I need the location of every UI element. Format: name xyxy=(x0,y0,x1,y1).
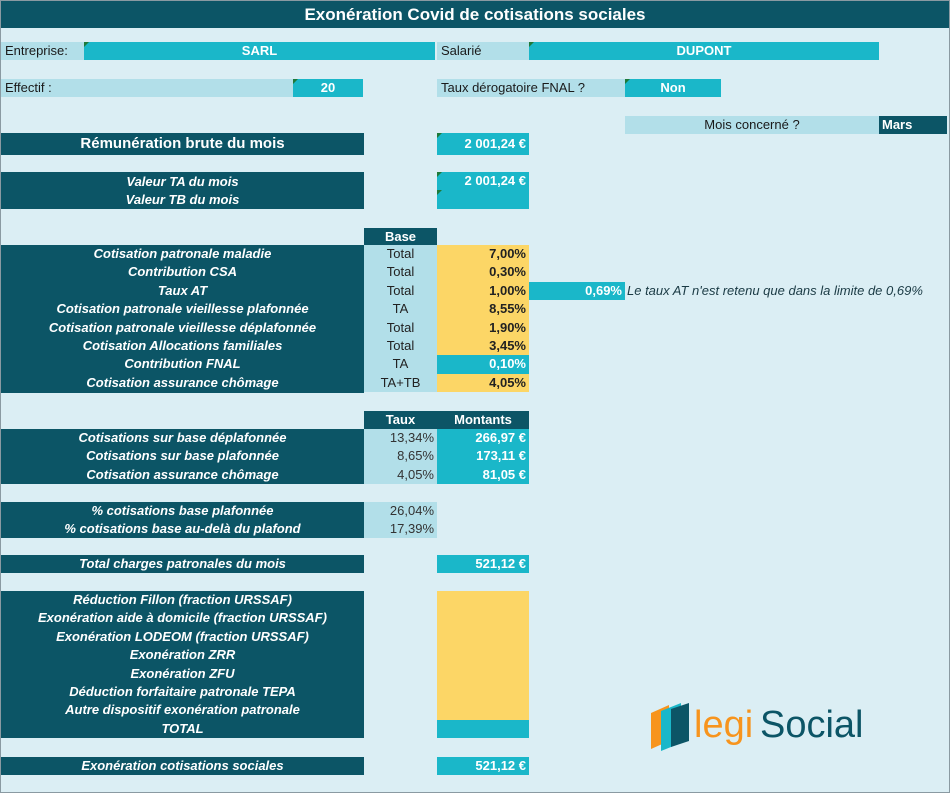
cotisation-label: Taux AT xyxy=(157,282,208,298)
cotisation-base: TA xyxy=(364,300,437,319)
ta-field[interactable]: 2 001,24 € xyxy=(437,172,529,191)
base-header: Base xyxy=(364,228,437,245)
pourcentages-block xyxy=(1,502,364,538)
cotisation-base: Total xyxy=(364,245,437,264)
cotisation-label: Cotisation patronale vieillesse déplafon… xyxy=(48,319,317,335)
exoneration-label: Réduction Fillon (fraction URSSAF) xyxy=(73,592,292,607)
remuneration-field[interactable]: 2 001,24 € xyxy=(437,133,529,155)
cotisation-rate[interactable]: 3,45% xyxy=(437,337,529,356)
exoneration-label: Exonération ZRR xyxy=(129,647,236,663)
exoneration-field[interactable] xyxy=(437,683,529,702)
exoneration-field[interactable] xyxy=(437,609,529,628)
montant-taux: 8,65% xyxy=(364,447,437,466)
montant-label: Cotisations sur base plafonnée xyxy=(86,448,279,464)
remuneration-label: Rémunération brute du mois xyxy=(1,133,364,155)
cotisation-label: Cotisation patronale vieillesse plafonné… xyxy=(56,301,309,317)
cotisation-base: Total xyxy=(364,337,437,356)
total-charges-label: Total charges patronales du mois xyxy=(1,555,364,574)
montants-block xyxy=(1,429,364,484)
comment-marker-icon xyxy=(84,42,89,47)
cotisation-base: Total xyxy=(364,281,437,301)
cotisation-rate[interactable]: 1,90% xyxy=(437,318,529,337)
mois-select[interactable]: Mars xyxy=(879,116,947,134)
exoneration-finale-value: 521,12 € xyxy=(437,757,529,776)
cotisation-label: Cotisation patronale maladie xyxy=(93,246,272,261)
montant-label: Cotisation assurance chômage xyxy=(86,466,279,482)
valeurs-block xyxy=(1,172,364,209)
cotisations-block xyxy=(1,245,364,393)
exoneration-field[interactable] xyxy=(437,701,529,720)
cotisation-rate[interactable]: 7,00% xyxy=(437,245,529,264)
cotisation-rate[interactable]: 4,05% xyxy=(437,373,529,393)
taux-header: Taux xyxy=(364,411,437,429)
logo-mark-icon xyxy=(651,703,689,751)
montant-taux: 4,05% xyxy=(364,465,437,485)
cotisation-label: Contribution CSA xyxy=(127,264,238,280)
exoneration-field[interactable] xyxy=(437,627,529,647)
effectif-label: Effectif : xyxy=(1,79,293,97)
comment-marker-icon xyxy=(625,79,630,84)
montant-taux: 13,34% xyxy=(364,429,437,448)
cotisation-label: Cotisation Allocations familiales xyxy=(82,338,283,353)
comment-marker-icon xyxy=(293,79,298,84)
salarie-label: Salarié xyxy=(437,42,529,60)
montant-label: Cotisations sur base déplafonnée xyxy=(78,430,287,445)
logo-text-social: Social xyxy=(760,704,864,746)
logo-text-legi: legi xyxy=(694,704,754,746)
cotisation-rate[interactable]: 0,30% xyxy=(437,263,529,282)
comment-marker-icon xyxy=(437,133,442,138)
montant-value: 81,05 € xyxy=(437,465,529,485)
at-limit-value: 0,69% xyxy=(529,282,625,300)
comment-marker-icon xyxy=(437,190,442,195)
comment-marker-icon xyxy=(529,42,534,47)
at-note: Le taux AT n'est retenu que dans la limi… xyxy=(627,283,923,298)
cotisation-label: Cotisation assurance chômage xyxy=(86,374,279,390)
cotisation-rate[interactable]: 1,00% xyxy=(437,281,529,301)
pourcentage-value: 26,04% xyxy=(364,502,437,521)
cotisation-base: TA+TB xyxy=(364,373,437,393)
exoneration-field[interactable] xyxy=(437,591,529,610)
exoneration-label: Déduction forfaitaire patronale TEPA xyxy=(69,684,296,699)
exoneration-field[interactable] xyxy=(437,646,529,665)
montants-header: Montants xyxy=(437,411,529,429)
exonerations-block xyxy=(1,591,364,738)
tb-field[interactable] xyxy=(437,190,529,209)
cotisation-label: Contribution FNAL xyxy=(124,356,241,372)
exoneration-total-label: TOTAL xyxy=(161,720,204,736)
effectif-field[interactable]: 20 xyxy=(293,79,363,97)
comment-marker-icon xyxy=(437,172,442,177)
exoneration-label: Exonération ZFU xyxy=(130,665,235,681)
cotisation-base: TA xyxy=(364,355,437,374)
exoneration-field[interactable] xyxy=(437,664,529,683)
sheet-title: Exonération Covid de cotisations sociale… xyxy=(1,1,949,28)
cotisation-base: Total xyxy=(364,318,437,337)
total-charges-value: 521,12 € xyxy=(437,555,529,574)
montant-value: 266,97 € xyxy=(437,429,529,448)
salarie-field[interactable]: DUPONT xyxy=(529,42,879,60)
entreprise-label: Entreprise: xyxy=(1,42,84,60)
legisocial-logo: legi Social xyxy=(647,699,897,755)
exoneration-label: Autre dispositif exonération patronale xyxy=(65,702,300,718)
ta-label: Valeur TA du mois xyxy=(126,174,239,189)
tb-label: Valeur TB du mois xyxy=(125,192,240,207)
entreprise-field[interactable]: SARL xyxy=(84,42,435,60)
montant-value: 173,11 € xyxy=(437,447,529,466)
fnal-select[interactable]: Non xyxy=(625,79,721,97)
exoneration-label: Exonération aide à domicile (fraction UR… xyxy=(38,610,327,626)
exoneration-total-value xyxy=(437,719,529,739)
pourcentage-label: % cotisations base plafonnée xyxy=(91,503,274,518)
fnal-label: Taux dérogatoire FNAL ? xyxy=(437,79,625,97)
pourcentage-label: % cotisations base au-delà du plafond xyxy=(64,521,301,536)
cotisation-rate[interactable]: 0,10% xyxy=(437,355,529,374)
exoneration-label: Exonération LODEOM (fraction URSSAF) xyxy=(56,628,309,644)
cotisation-base: Total xyxy=(364,263,437,282)
cotisation-rate[interactable]: 8,55% xyxy=(437,300,529,319)
pourcentage-value: 17,39% xyxy=(364,520,437,539)
mois-label: Mois concerné ? xyxy=(625,116,879,134)
exoneration-finale-label: Exonération cotisations sociales xyxy=(1,757,364,776)
